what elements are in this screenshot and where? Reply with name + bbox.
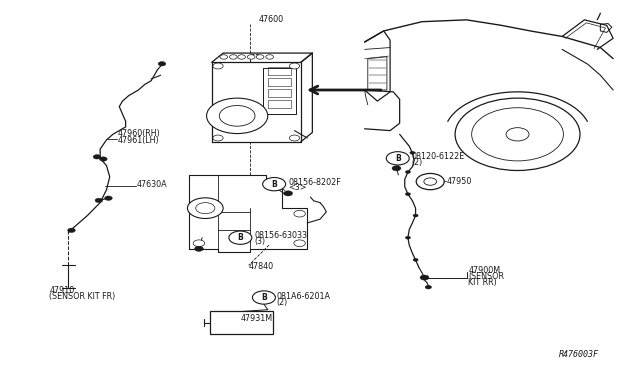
Circle shape xyxy=(188,198,223,218)
Circle shape xyxy=(392,166,401,171)
Text: B: B xyxy=(395,154,401,163)
Circle shape xyxy=(405,193,410,196)
Text: <3>: <3> xyxy=(288,183,307,192)
Circle shape xyxy=(294,240,305,247)
Circle shape xyxy=(506,128,529,141)
Circle shape xyxy=(213,135,223,141)
Circle shape xyxy=(104,196,112,201)
Text: 08120-6122E: 08120-6122E xyxy=(411,152,465,161)
Circle shape xyxy=(294,211,305,217)
Circle shape xyxy=(207,98,268,134)
Text: 081A6-6201A: 081A6-6201A xyxy=(276,292,331,301)
Text: B: B xyxy=(237,233,243,242)
Circle shape xyxy=(262,177,285,191)
Circle shape xyxy=(238,55,246,59)
Text: (2): (2) xyxy=(411,158,422,167)
Text: (2): (2) xyxy=(276,298,288,307)
Circle shape xyxy=(284,191,292,196)
Circle shape xyxy=(229,231,252,244)
Circle shape xyxy=(289,135,300,141)
Circle shape xyxy=(193,240,205,247)
Text: B: B xyxy=(271,180,277,189)
Text: R476003F: R476003F xyxy=(559,350,599,359)
Text: 47900M: 47900M xyxy=(468,266,500,275)
Text: (SENSOR KIT FR): (SENSOR KIT FR) xyxy=(49,292,115,301)
FancyBboxPatch shape xyxy=(211,311,273,334)
Circle shape xyxy=(425,285,431,289)
Circle shape xyxy=(252,291,275,304)
Text: 47600: 47600 xyxy=(259,15,284,23)
Text: KIT RR): KIT RR) xyxy=(468,278,497,287)
Circle shape xyxy=(220,55,228,59)
Circle shape xyxy=(100,157,107,161)
Circle shape xyxy=(256,55,264,59)
Circle shape xyxy=(387,152,409,165)
Circle shape xyxy=(269,179,281,186)
Circle shape xyxy=(266,55,273,59)
Text: B: B xyxy=(261,293,267,302)
Circle shape xyxy=(405,170,410,173)
Circle shape xyxy=(289,63,300,69)
Circle shape xyxy=(410,151,415,154)
Text: 47910: 47910 xyxy=(49,286,74,295)
Circle shape xyxy=(472,108,563,161)
Circle shape xyxy=(95,198,102,203)
Text: 08156-8202F: 08156-8202F xyxy=(288,178,341,187)
Circle shape xyxy=(68,228,76,232)
Circle shape xyxy=(405,236,410,239)
Text: 47630A: 47630A xyxy=(137,180,168,189)
Text: 47961(LH): 47961(LH) xyxy=(118,136,159,145)
Text: 47931M: 47931M xyxy=(241,314,273,323)
Text: 47960(RH): 47960(RH) xyxy=(118,129,161,138)
Circle shape xyxy=(413,259,418,261)
Circle shape xyxy=(196,203,215,214)
Circle shape xyxy=(420,275,429,280)
Circle shape xyxy=(416,173,444,190)
Text: (3): (3) xyxy=(254,237,266,246)
Circle shape xyxy=(455,98,580,170)
Circle shape xyxy=(230,55,237,59)
Circle shape xyxy=(220,106,255,126)
Text: 08156-63033: 08156-63033 xyxy=(254,231,307,240)
Circle shape xyxy=(413,214,418,217)
Circle shape xyxy=(93,155,100,159)
Circle shape xyxy=(195,246,204,251)
Text: 47950: 47950 xyxy=(446,177,472,186)
Text: (SENSOR: (SENSOR xyxy=(468,272,504,281)
Circle shape xyxy=(158,62,166,66)
Text: 47840: 47840 xyxy=(248,262,274,272)
Circle shape xyxy=(424,178,436,185)
Circle shape xyxy=(247,55,255,59)
Circle shape xyxy=(213,63,223,69)
